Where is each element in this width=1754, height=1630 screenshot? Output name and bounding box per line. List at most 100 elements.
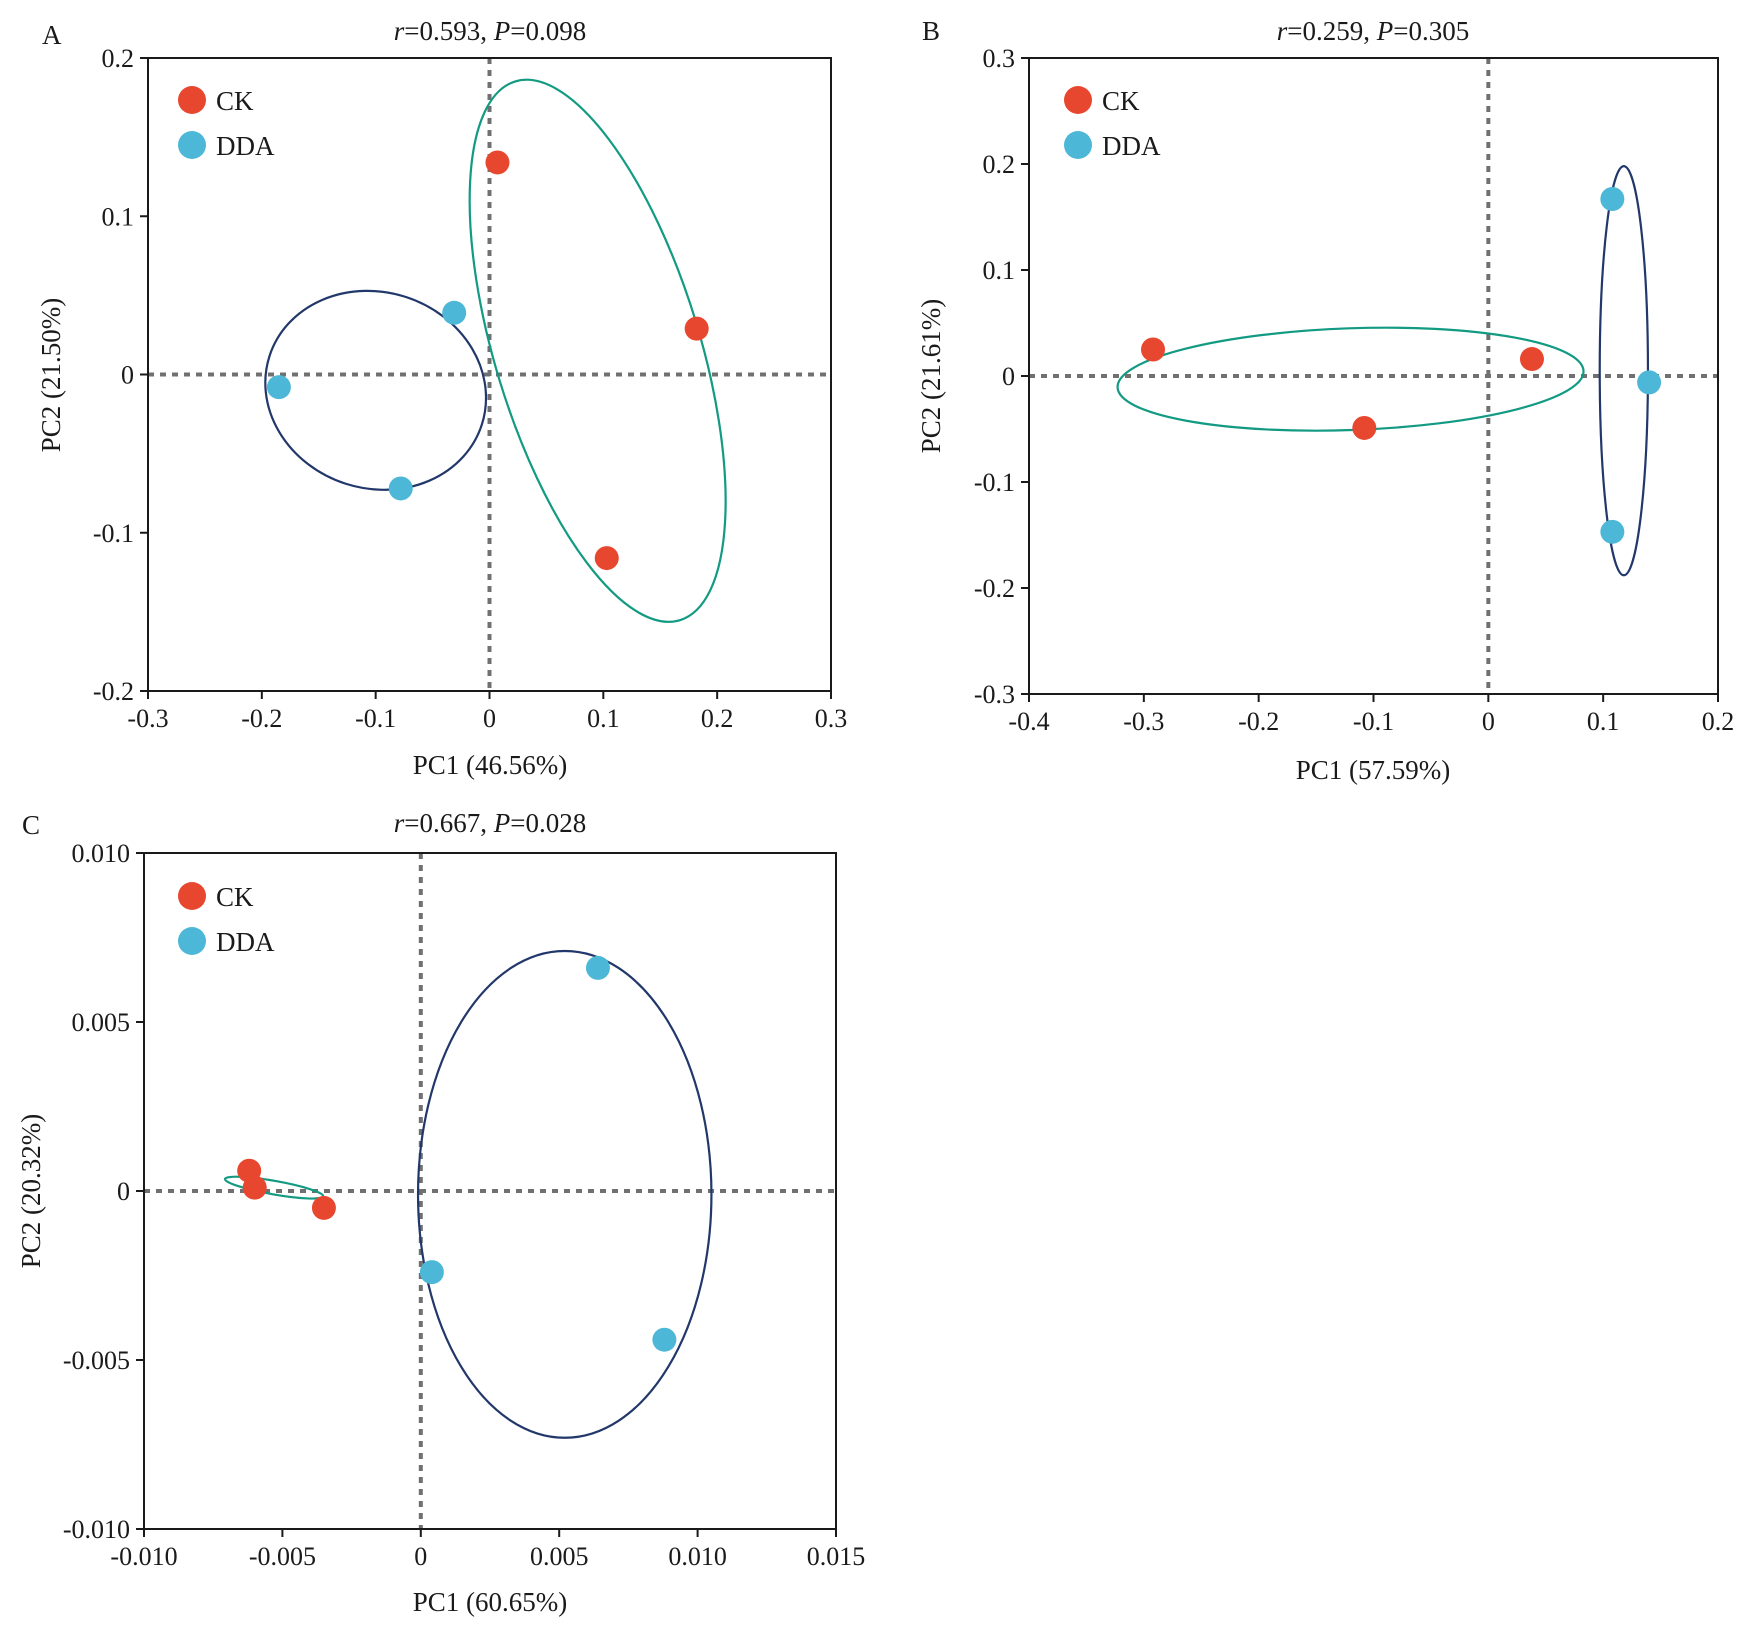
panel-a-x-tick-label: -0.1 <box>355 704 396 733</box>
panel-a-y-axis-title: PC2 (21.50%) <box>36 298 66 453</box>
panel-b-point-ck-3 <box>1519 347 1544 372</box>
panel-c-y-axis-title: PC2 (20.32%) <box>16 1114 46 1269</box>
panel-c-y-tick-label: 0.010 <box>72 839 131 868</box>
panel-a-y-tick-label: 0.1 <box>102 202 135 231</box>
panel-b-title-p-value: =0.305 <box>1393 16 1469 46</box>
panel-a-title: r=0.593, P=0.098 <box>394 16 586 46</box>
panel-b-x-tick-label: 0.1 <box>1587 707 1620 736</box>
panel-a-point-dda-2 <box>266 375 291 400</box>
panel-a-y-tick-label: 0 <box>121 361 134 390</box>
panel-b-point-dda-3 <box>1600 519 1625 544</box>
panel-b-title: r=0.259, P=0.305 <box>1277 16 1469 46</box>
panel-b: B r=0.259, P=0.305 -0.4 -0.3 -0.2 -0.1 0 0.1 0… <box>916 16 1734 785</box>
panel-c-ref-lines <box>144 853 836 1529</box>
panel-a-x-axis-title: PC1 (46.56%) <box>413 750 568 780</box>
panel-c-x-tick-label: 0 <box>414 1542 427 1571</box>
panel-b-y-tick-label: -0.2 <box>974 574 1015 603</box>
panel-b-y-tick-label: 0 <box>1002 362 1015 391</box>
panel-a-y-tick-label: 0.2 <box>102 44 135 73</box>
panel-c-y-tick-label: 0.005 <box>72 1008 131 1037</box>
panel-a: A r=0.593, P=0.098 -0.3 -0.2 -0.1 0 0.1 0.2 0.… <box>36 16 847 780</box>
panel-b-legend-ck-marker <box>1064 86 1092 114</box>
panel-b-point-ck-1 <box>1141 337 1166 362</box>
panel-a-point-dda-3 <box>388 476 413 501</box>
panel-c-point-ck-2 <box>242 1175 267 1200</box>
panel-b-ellipse-dda <box>1598 165 1650 577</box>
panel-b-x-ticks: -0.4 -0.3 -0.2 -0.1 0 0.1 0.2 <box>1008 694 1734 736</box>
panel-a-ellipses <box>264 78 727 623</box>
panel-b-x-tick-label: -0.1 <box>1353 707 1394 736</box>
panel-a-ref-lines <box>148 58 831 691</box>
panel-a-title-p: P <box>493 16 511 46</box>
panel-a-x-tick-label: -0.3 <box>127 704 168 733</box>
panel-b-title-r: r <box>1277 16 1288 46</box>
panel-b-y-tick-label: 0.2 <box>983 150 1016 179</box>
panel-c-point-dda-1 <box>585 955 610 980</box>
panel-c-x-tick-label: 0.010 <box>668 1542 727 1571</box>
panel-a-point-dda-1 <box>442 300 467 325</box>
panel-a-title-r: r <box>394 16 405 46</box>
panel-b-ellipses <box>1116 165 1650 577</box>
panel-a-legend-ck-marker <box>178 86 206 114</box>
panel-c-y-tick-label: -0.005 <box>63 1346 130 1375</box>
panel-c-legend-dda-label: DDA <box>216 927 275 957</box>
panel-b-points <box>1141 186 1662 544</box>
panel-b-legend-ck-label: CK <box>1102 86 1140 116</box>
panel-b-x-axis-title: PC1 (57.59%) <box>1296 755 1451 785</box>
panel-c-point-dda-2 <box>419 1260 444 1285</box>
panel-c: C r=0.667, P=0.028 -0.010 -0.005 0 0.005 0.0… <box>16 808 865 1617</box>
panel-c-title-p: P <box>493 808 511 838</box>
panel-a-y-ticks: -0.2 -0.1 0 0.1 0.2 <box>93 44 148 706</box>
panel-b-point-dda-2 <box>1637 370 1662 395</box>
panel-a-y-tick-label: -0.2 <box>93 677 134 706</box>
panel-c-x-tick-label: -0.005 <box>249 1542 316 1571</box>
panel-a-x-tick-label: -0.2 <box>241 704 282 733</box>
panel-a-point-ck-3 <box>594 546 619 571</box>
panel-b-y-tick-label: -0.1 <box>974 468 1015 497</box>
panel-c-point-ck-3 <box>311 1195 336 1220</box>
panel-c-y-ticks: -0.010 -0.005 0 0.005 0.010 <box>63 839 144 1544</box>
panel-a-legend-dda-label: DDA <box>216 131 275 161</box>
panel-b-x-tick-label: -0.3 <box>1123 707 1164 736</box>
panel-a-points <box>266 150 709 571</box>
panel-c-x-tick-label: -0.010 <box>110 1542 177 1571</box>
panel-a-title-r-value: =0.593, <box>404 16 493 46</box>
panel-c-ellipses <box>223 949 713 1439</box>
panel-c-legend-dda-marker <box>178 927 206 955</box>
panel-b-legend-dda-label: DDA <box>1102 131 1161 161</box>
panel-b-point-dda-1 <box>1600 186 1625 211</box>
panel-b-y-tick-label: 0.1 <box>983 256 1016 285</box>
panel-a-legend-dda-marker <box>178 131 206 159</box>
panel-a-point-ck-1 <box>485 150 510 175</box>
panel-c-legend-ck-label: CK <box>216 882 254 912</box>
panel-b-x-tick-label: 0 <box>1482 707 1495 736</box>
panel-c-points <box>237 955 677 1352</box>
panel-b-y-axis-title: PC2 (21.61%) <box>916 299 946 454</box>
panel-c-title-p-value: =0.028 <box>510 808 586 838</box>
panel-a-legend: CK DDA <box>178 86 275 161</box>
panel-b-legend-dda-marker <box>1064 131 1092 159</box>
panel-a-ellipse-dda <box>264 289 488 491</box>
panel-b-ellipse-ck <box>1116 326 1585 432</box>
panel-c-point-dda-3 <box>652 1327 677 1352</box>
panel-b-x-tick-label: -0.2 <box>1238 707 1279 736</box>
panel-b-point-ck-2 <box>1352 415 1377 440</box>
panel-b-legend: CK DDA <box>1064 86 1161 161</box>
panel-b-x-tick-label: 0.2 <box>1702 707 1735 736</box>
panel-a-x-tick-label: 0.3 <box>815 704 848 733</box>
panel-b-y-tick-label: 0.3 <box>983 44 1016 73</box>
panel-c-y-tick-label: -0.010 <box>63 1515 130 1544</box>
panel-a-y-tick-label: -0.1 <box>93 519 134 548</box>
panel-c-x-axis-title: PC1 (60.65%) <box>413 1587 568 1617</box>
panel-b-ref-lines <box>1029 58 1718 694</box>
panel-c-letter: C <box>22 810 40 840</box>
panel-a-x-ticks: -0.3 -0.2 -0.1 0 0.1 0.2 0.3 <box>127 691 847 733</box>
panel-b-letter: B <box>922 16 940 46</box>
panel-a-letter: A <box>42 20 62 50</box>
panel-c-legend: CK DDA <box>178 882 275 957</box>
panel-a-title-p-value: =0.098 <box>510 16 586 46</box>
panel-c-title: r=0.667, P=0.028 <box>394 808 586 838</box>
panel-a-x-tick-label: 0 <box>483 704 496 733</box>
panel-b-title-p: P <box>1376 16 1394 46</box>
panel-c-x-ticks: -0.010 -0.005 0 0.005 0.010 0.015 <box>110 1529 865 1571</box>
